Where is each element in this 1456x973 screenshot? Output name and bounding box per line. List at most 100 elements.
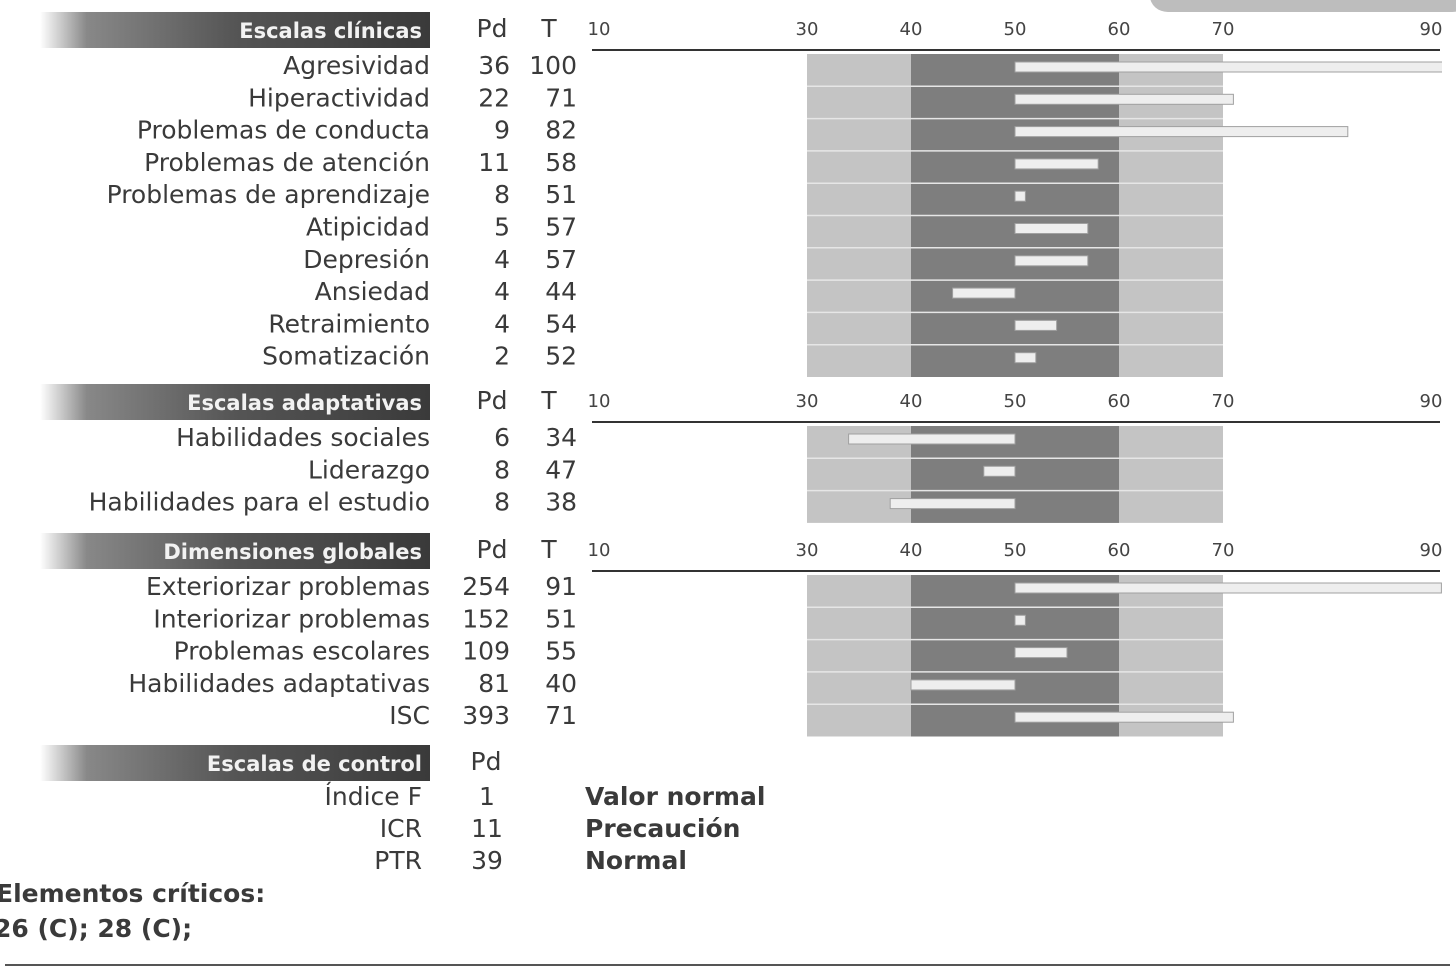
critical-title: Elementos críticos: (0, 879, 265, 908)
t-value: 58 (545, 148, 577, 177)
axis-tick-label: 90 (1420, 19, 1443, 40)
t-bar (1014, 352, 1037, 364)
t-bar (1014, 61, 1442, 73)
axis-tick-label: 10 (588, 391, 611, 412)
pd-value: 254 (462, 572, 510, 601)
t-bar (1014, 255, 1089, 267)
scale-name: ISC (389, 701, 430, 730)
axis-tick-label: 60 (1108, 391, 1131, 412)
control-pd: 1 (479, 782, 495, 811)
t-value: 52 (545, 342, 577, 371)
axis-tick-label: 90 (1420, 391, 1443, 412)
t-value: 51 (545, 180, 577, 209)
t-bar (1014, 614, 1026, 626)
t-bar (889, 498, 1016, 510)
scale-name: Problemas de atención (144, 148, 430, 177)
t-bar (1014, 711, 1234, 723)
pd-value: 8 (494, 455, 510, 484)
axis-tick-label: 70 (1212, 391, 1235, 412)
pd-value: 2 (494, 342, 510, 371)
axis-tick-label: 30 (796, 19, 819, 40)
axis-tick-label: 10 (588, 540, 611, 561)
pd-value: 109 (462, 637, 510, 666)
control-name: Índice F (325, 782, 423, 811)
pd-value: 152 (462, 604, 510, 633)
axis-tick-label: 50 (1004, 540, 1027, 561)
t-value: 91 (545, 572, 577, 601)
t-bar (1014, 190, 1026, 202)
pd-value: 36 (478, 51, 510, 80)
section-header-bg (40, 12, 430, 48)
pd-label: Pd (477, 386, 508, 415)
axis-tick-label: 60 (1108, 19, 1131, 40)
pd-label: Pd (477, 535, 508, 564)
scale-name: Depresión (303, 245, 430, 274)
scale-name: Problemas de conducta (137, 116, 430, 145)
pd-value: 4 (494, 245, 510, 274)
t-bar (1014, 158, 1099, 170)
axis-tick-label: 70 (1212, 19, 1235, 40)
section-header: Dimensiones globales (163, 540, 422, 564)
t-bar (952, 287, 1016, 299)
control-status: Valor normal (585, 782, 765, 811)
control-pd: 11 (471, 814, 503, 843)
pd-value: 4 (494, 277, 510, 306)
axis-tick-label: 40 (900, 391, 923, 412)
section-header-bg (40, 384, 430, 420)
pd-value: 9 (494, 116, 510, 145)
section-header: Escalas adaptativas (187, 391, 422, 415)
pd-value: 11 (478, 148, 510, 177)
axis-tick-label: 40 (900, 19, 923, 40)
axis-tick-label: 10 (588, 19, 611, 40)
t-bar (1014, 223, 1089, 234)
section-header-bg (40, 533, 430, 569)
section-header: Escalas clínicas (239, 19, 422, 43)
scale-name: Hiperactividad (248, 83, 430, 112)
axis-tick-label: 30 (796, 391, 819, 412)
t-bar (983, 465, 1016, 477)
scale-name: Somatización (262, 342, 430, 371)
scale-name: Exteriorizar problemas (146, 572, 430, 601)
t-bar (1014, 647, 1068, 659)
t-value: 51 (545, 604, 577, 633)
scale-name: Habilidades para el estudio (89, 488, 430, 517)
scale-name: Agresividad (283, 51, 430, 80)
pd-value: 8 (494, 488, 510, 517)
pd-label: Pd (471, 747, 502, 776)
pd-value: 6 (494, 423, 510, 452)
control-status: Precaución (585, 814, 740, 843)
scale-name: Ansiedad (315, 277, 430, 306)
axis-tick-label: 70 (1212, 540, 1235, 561)
t-bar (848, 433, 1016, 445)
scale-name: Habilidades sociales (176, 423, 430, 452)
scale-name: Atipicidad (306, 213, 430, 242)
corner-shape (1150, 0, 1456, 12)
axis-tick-label: 50 (1004, 19, 1027, 40)
t-value: 47 (545, 455, 577, 484)
t-bar (1014, 582, 1442, 594)
t-value: 57 (545, 213, 577, 242)
axis-tick-label: 50 (1004, 391, 1027, 412)
t-value: 100 (529, 51, 577, 80)
pd-value: 22 (478, 83, 510, 112)
t-bar (1014, 93, 1234, 105)
t-value: 71 (545, 83, 577, 112)
t-bar (1014, 319, 1058, 331)
t-value: 57 (545, 245, 577, 274)
t-bar (910, 679, 1016, 691)
pd-value: 393 (462, 701, 510, 730)
pd-value: 5 (494, 213, 510, 242)
pd-label: Pd (477, 14, 508, 43)
control-pd: 39 (471, 846, 503, 875)
t-value: 71 (545, 701, 577, 730)
control-name: ICR (380, 814, 422, 843)
t-value: 54 (545, 309, 577, 338)
axis-tick-label: 30 (796, 540, 819, 561)
pd-value: 81 (478, 669, 510, 698)
section-header: Escalas de control (207, 752, 422, 776)
t-bar (1014, 126, 1349, 138)
t-label: T (540, 535, 557, 564)
control-name: PTR (374, 846, 422, 875)
scale-name: Problemas escolares (174, 637, 430, 666)
